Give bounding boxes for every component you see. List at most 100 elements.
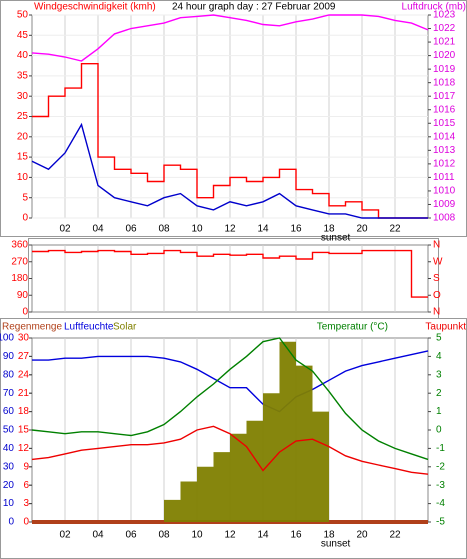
y-tick-label: -3: [436, 480, 445, 491]
y-tick-label: 5: [436, 333, 442, 344]
y-tick-label: 80: [3, 369, 15, 380]
x-tick-label: 12: [224, 224, 236, 235]
y-tick-label: 60: [3, 406, 15, 417]
y-tick-label: 1008: [433, 213, 456, 224]
line: [31, 425, 429, 475]
x-tick-label: 20: [356, 224, 368, 235]
area: [32, 341, 428, 522]
x-tick-label: 22: [389, 224, 401, 235]
legend-label: Temperatur (°C): [317, 322, 388, 333]
legend-label: Solar: [113, 322, 137, 333]
y-tick-label: -4: [436, 498, 445, 509]
chart-subtitle: 24 hour graph day : 27 Februar 2009: [172, 2, 336, 13]
y-tick-label: 50: [17, 10, 29, 21]
y-tick-label: 1022: [433, 23, 456, 34]
y-tick-label: 1023: [433, 10, 456, 21]
y-tick-label: N: [433, 307, 440, 318]
x-tick-label: 18: [323, 530, 335, 541]
legend-label: Regenmenge: [2, 322, 62, 333]
y-tick-label: 360: [11, 240, 28, 251]
y-tick-label: 100: [0, 333, 14, 344]
y-tick-label: 40: [17, 50, 29, 61]
y-tick-label: 0: [436, 425, 442, 436]
chart-title: Windgeschwindigkeit (kmh): [34, 2, 156, 13]
y-tick-label: 27: [18, 351, 30, 362]
y-tick-label: 15: [18, 425, 30, 436]
y-tick-label: 25: [17, 111, 29, 122]
y-tick-label: 9: [23, 461, 29, 472]
y-tick-label: N: [433, 240, 440, 251]
y-tick-label: 1010: [433, 186, 456, 197]
x-tick-label: 04: [92, 224, 104, 235]
y-tick-label: 1020: [433, 50, 456, 61]
y-tick-label: 12: [18, 443, 30, 454]
y-tick-label: 6: [23, 480, 29, 491]
y-tick-label: 1013: [433, 145, 456, 156]
y-tick-label: 1012: [433, 159, 456, 170]
y-tick-label: 0: [8, 517, 14, 528]
y-tick-label: 1015: [433, 118, 456, 129]
y-tick-label: 1021: [433, 37, 456, 48]
x-tick-label: 16: [290, 224, 302, 235]
y-tick-label: 1019: [433, 64, 456, 75]
x-tick-label: 08: [158, 530, 170, 541]
x-tick-label: 14: [257, 224, 269, 235]
y-tick-label: 10: [3, 498, 15, 509]
y-tick-label: 20: [17, 131, 29, 142]
x-tick-label: 06: [125, 224, 137, 235]
y-tick-label: 24: [18, 369, 30, 380]
x-tick-label: 02: [59, 224, 71, 235]
annotation: sunset: [321, 233, 351, 244]
line: [32, 350, 429, 413]
y-tick-label: 10: [17, 172, 29, 183]
y-tick-label: 270: [11, 256, 28, 267]
x-tick-label: 08: [158, 224, 170, 235]
y-tick-label: 45: [17, 30, 29, 41]
y-tick-label: W: [433, 256, 443, 267]
y-tick-label: 90: [3, 351, 15, 362]
y-tick-label: -5: [436, 517, 445, 528]
y-tick-label: 21: [18, 388, 30, 399]
y-tick-label: 0: [23, 517, 29, 528]
x-tick-label: 10: [191, 224, 203, 235]
y-tick-label: 1016: [433, 104, 456, 115]
y-tick-label: 180: [11, 273, 28, 284]
x-tick-label: 02: [59, 530, 71, 541]
y-tick-label: 5: [22, 192, 28, 203]
y-tick-label: 1009: [433, 199, 456, 210]
y-tick-label: 0: [22, 307, 28, 318]
y-tick-label: 50: [3, 425, 15, 436]
x-tick-label: 20: [356, 530, 368, 541]
legend-label: Luftfeuchte: [64, 322, 114, 333]
line: [31, 337, 429, 461]
y-tick-label: 1: [436, 406, 442, 417]
annotation: sunset: [321, 539, 351, 550]
y-tick-label: 30: [17, 91, 29, 102]
y-tick-label: O: [433, 290, 441, 301]
y-tick-label: 18: [18, 406, 30, 417]
y-tick-label: 3: [23, 498, 29, 509]
y-tick-label: -1: [436, 443, 445, 454]
line: [31, 122, 428, 219]
line: [32, 249, 428, 298]
x-tick-label: 10: [191, 530, 203, 541]
y2-label: Luftdruck (mb): [402, 2, 466, 13]
x-tick-label: 04: [92, 530, 104, 541]
y-tick-label: 2: [436, 388, 442, 399]
y-tick-label: 40: [3, 443, 15, 454]
y-tick-label: 15: [17, 152, 29, 163]
line: [32, 63, 428, 219]
x-tick-label: 18: [323, 224, 335, 235]
y-tick-label: 1011: [433, 172, 455, 183]
x-tick-label: 12: [224, 530, 236, 541]
y-tick-label: 0: [22, 213, 28, 224]
y-tick-label: 20: [3, 480, 15, 491]
legend-label: Taupunkt: [425, 322, 466, 333]
x-tick-label: 16: [290, 530, 302, 541]
y-tick-label: 1014: [433, 131, 456, 142]
y-tick-label: 1017: [433, 91, 456, 102]
y-tick-label: 4: [436, 351, 442, 362]
y-tick-label: 90: [17, 290, 29, 301]
y-tick-label: 30: [3, 461, 15, 472]
